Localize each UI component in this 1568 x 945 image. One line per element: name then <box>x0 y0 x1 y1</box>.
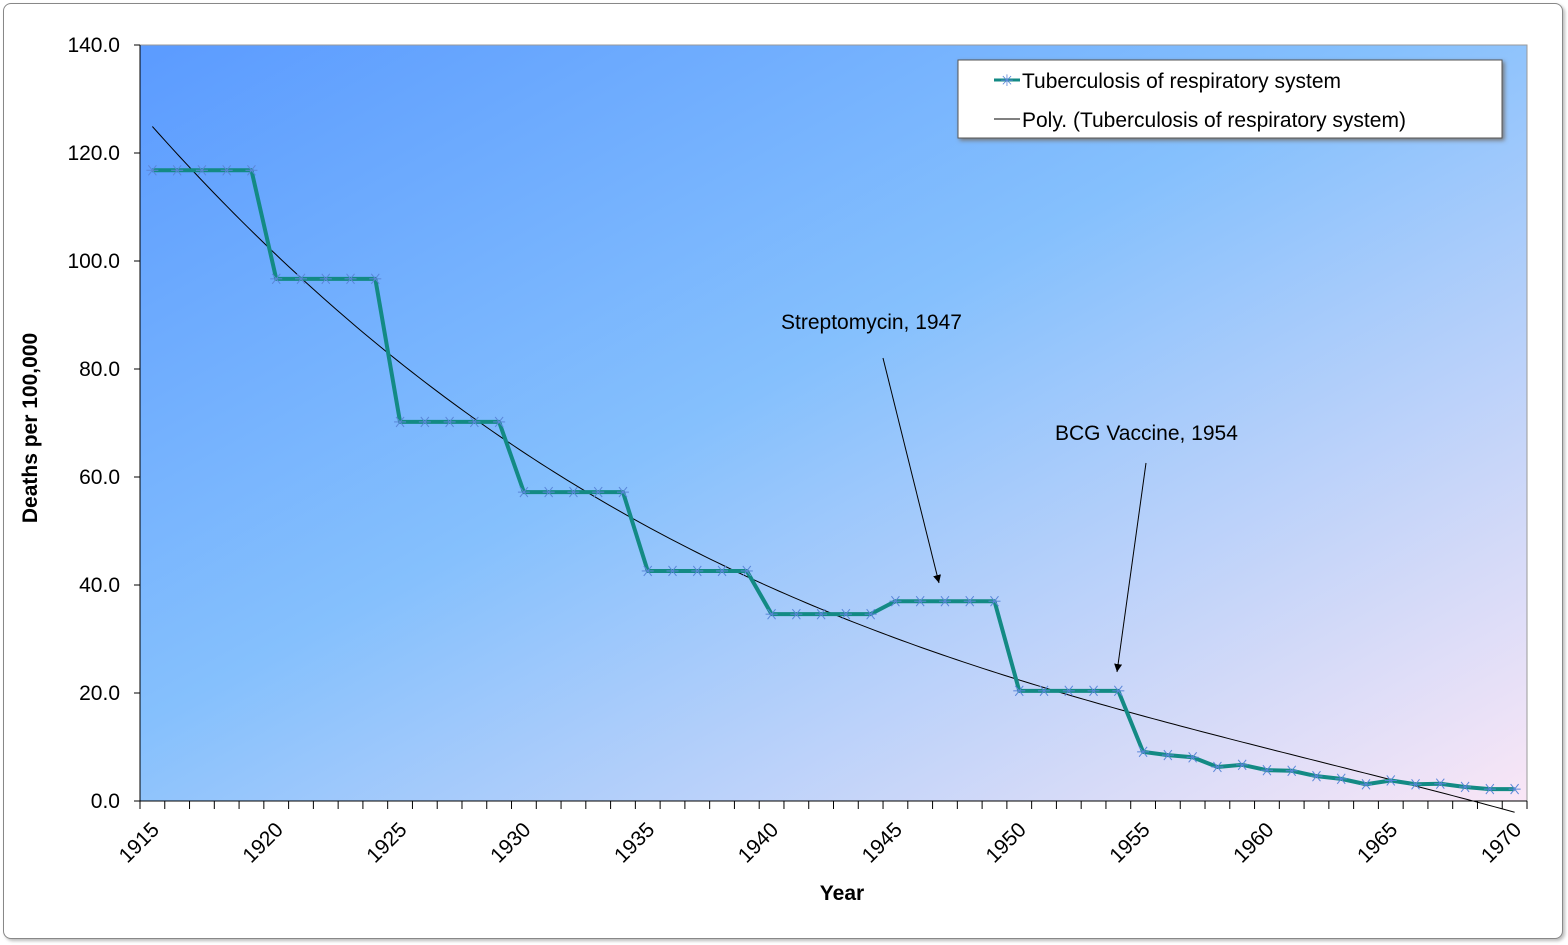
y-tick-label: 100.0 <box>67 250 120 273</box>
data-point <box>1260 764 1273 776</box>
y-tick-label: 60.0 <box>79 466 120 489</box>
data-point <box>517 486 530 498</box>
x-axis-title: Year <box>820 882 864 905</box>
x-tick-label: 1970 <box>1477 818 1526 867</box>
y-tick-label: 20.0 <box>79 682 120 705</box>
data-point <box>1483 783 1496 795</box>
data-point <box>1236 759 1249 771</box>
annotation-streptomycin: Streptomycin, 1947 <box>781 311 962 334</box>
data-point <box>542 486 555 498</box>
data-point <box>1310 770 1323 782</box>
annotation-arrow-bcg <box>1114 462 1147 673</box>
legend-label-series: Tuberculosis of respiratory system <box>1022 70 1341 93</box>
data-point <box>790 608 803 620</box>
data-point <box>195 164 208 176</box>
data-point <box>220 164 233 176</box>
data-point <box>1112 685 1125 697</box>
x-tick-label: 1945 <box>858 818 907 867</box>
data-point <box>889 595 902 607</box>
y-tick-label: 120.0 <box>67 142 120 165</box>
data-point <box>963 595 976 607</box>
data-point <box>294 273 307 285</box>
x-tick-label: 1960 <box>1229 818 1278 867</box>
data-point <box>418 416 431 428</box>
data-point <box>938 595 951 607</box>
y-tick-label: 80.0 <box>79 358 120 381</box>
data-point <box>1062 685 1075 697</box>
x-tick-label: 1940 <box>734 818 783 867</box>
data-point <box>988 595 1001 607</box>
y-tick-label: 40.0 <box>79 574 120 597</box>
data-point <box>344 273 357 285</box>
annotation-arrow-streptomycin <box>882 357 941 584</box>
x-tick-label: 1965 <box>1353 818 1402 867</box>
data-point <box>443 416 456 428</box>
x-tick-label: 1950 <box>981 818 1030 867</box>
data-point <box>146 164 159 176</box>
data-point <box>666 565 679 577</box>
data-point <box>1087 685 1100 697</box>
y-axis-title: Deaths per 100,000 <box>19 333 42 523</box>
data-point <box>493 416 506 428</box>
y-tick-label: 0.0 <box>91 790 120 813</box>
data-point <box>567 486 580 498</box>
data-point <box>691 565 704 577</box>
data-point <box>864 608 877 620</box>
annotation-bcg: BCG Vaccine, 1954 <box>1055 422 1238 445</box>
data-point <box>245 164 258 176</box>
data-point <box>616 486 629 498</box>
plot-area <box>139 44 1528 802</box>
data-point <box>1211 761 1224 773</box>
data-point <box>1335 773 1348 785</box>
data-point <box>1384 775 1397 786</box>
y-tick-label: 140.0 <box>67 34 120 57</box>
data-point <box>592 486 605 498</box>
data-point <box>839 608 852 620</box>
data-point <box>1161 749 1174 761</box>
data-point <box>1186 751 1199 763</box>
data-point <box>270 273 283 285</box>
data-point <box>815 608 828 620</box>
x-tick-label: 1925 <box>362 818 411 867</box>
x-tick-label: 1920 <box>238 818 287 867</box>
x-tick-label: 1930 <box>486 818 535 867</box>
x-tick-label: 1955 <box>1105 818 1154 867</box>
data-point <box>1285 765 1298 777</box>
data-point <box>1434 778 1447 790</box>
legend-asterisk-icon: ✳ <box>1000 73 1013 90</box>
data-point <box>765 608 778 620</box>
x-tick-label: 1915 <box>115 818 164 867</box>
data-point <box>1459 781 1472 793</box>
data-point <box>369 273 382 285</box>
data-point <box>394 416 407 428</box>
data-point <box>1038 685 1051 697</box>
data-point <box>1013 685 1026 697</box>
data-point <box>716 565 729 577</box>
data-point <box>1360 778 1373 790</box>
legend: ✳ Tuberculosis of respiratory system Pol… <box>957 59 1503 139</box>
data-point <box>1508 783 1521 795</box>
data-point <box>319 273 332 285</box>
data-point <box>1409 778 1422 790</box>
data-point <box>914 595 927 607</box>
data-point <box>641 565 654 577</box>
x-tick-label: 1935 <box>610 818 659 867</box>
data-point <box>468 416 481 428</box>
data-point <box>740 565 753 577</box>
data-point <box>171 164 184 176</box>
legend-label-trendline: Poly. (Tuberculosis of respiratory syste… <box>1022 109 1406 132</box>
data-point <box>1137 746 1150 758</box>
